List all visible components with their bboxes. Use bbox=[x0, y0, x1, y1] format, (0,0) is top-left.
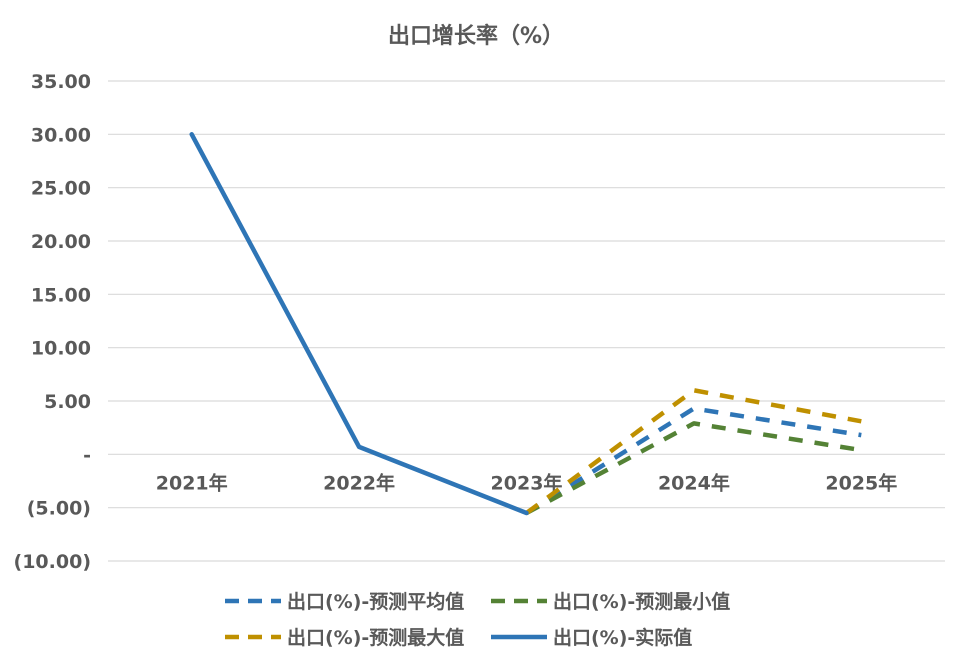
y-tick-label: 10.00 bbox=[31, 338, 91, 360]
y-tick-label: (5.00) bbox=[27, 498, 91, 520]
y-tick-label: 35.00 bbox=[31, 71, 91, 93]
y-tick-label: 5.00 bbox=[44, 391, 91, 413]
series-line bbox=[525, 388, 862, 515]
legend-label: 出口(%)-预测平均值 bbox=[287, 590, 464, 613]
x-axis-tick-labels: 2021年 2022年 2023年 2024年 2025年 bbox=[156, 471, 897, 494]
chart-title: 出口增长率（%） bbox=[388, 23, 564, 49]
x-tick-label: 2024年 bbox=[658, 471, 730, 494]
series-line bbox=[189, 132, 529, 516]
y-tick-label: 15.00 bbox=[31, 284, 91, 306]
series-line bbox=[525, 406, 862, 515]
y-axis-tick-labels: 35.00 30.00 25.00 20.00 15.00 10.00 5.00 - (5.00… bbox=[14, 71, 91, 573]
x-tick-label: 2025年 bbox=[825, 471, 897, 494]
legend-item: 出口(%)-实际值 bbox=[491, 626, 692, 649]
x-tick-label: 2023年 bbox=[491, 471, 563, 494]
y-tick-label: (10.00) bbox=[14, 551, 91, 573]
y-tick-label: - bbox=[83, 444, 91, 466]
y-tick-label: 20.00 bbox=[31, 231, 91, 253]
y-tick-label: 30.00 bbox=[31, 124, 91, 146]
legend-item: 出口(%)-预测平均值 bbox=[225, 590, 464, 613]
legend-label: 出口(%)-预测最大值 bbox=[287, 626, 464, 649]
legend-item: 出口(%)-预测最小值 bbox=[491, 590, 730, 613]
x-tick-label: 2021年 bbox=[156, 471, 228, 494]
y-tick-label: 25.00 bbox=[31, 178, 91, 200]
series-line bbox=[525, 421, 862, 515]
legend-item: 出口(%)-预测最大值 bbox=[225, 626, 464, 649]
series-lines bbox=[189, 132, 862, 516]
legend-label: 出口(%)-预测最小值 bbox=[553, 590, 730, 613]
x-tick-label: 2022年 bbox=[323, 471, 395, 494]
legend-label: 出口(%)-实际值 bbox=[553, 626, 692, 649]
